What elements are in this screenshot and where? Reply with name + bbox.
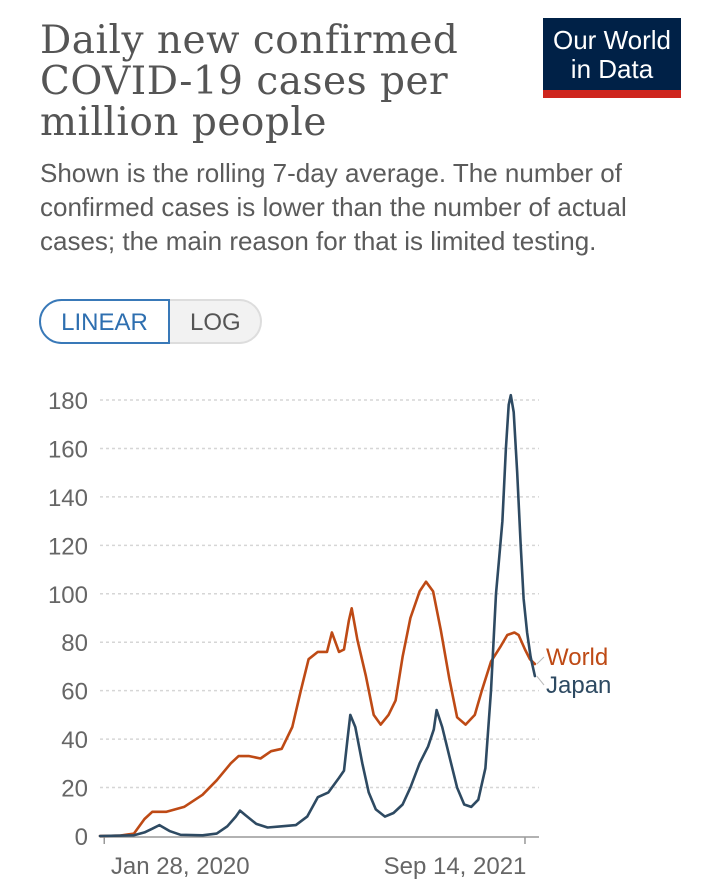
scale-toggle: LINEAR LOG (39, 299, 262, 344)
linear-scale-button[interactable]: LINEAR (39, 299, 170, 344)
line-chart: 0 20 40 60 80 100 120 140 160 180 Jan 28, 2020 Sep … (48, 388, 611, 880)
series-layer (98, 393, 537, 838)
logo-accent-bar (543, 90, 681, 98)
series-line-japan[interactable] (98, 393, 537, 838)
x-tick-label: Sep 14, 2021 (384, 853, 527, 880)
y-tick-label: 20 (61, 776, 88, 803)
axis-layer: 0 20 40 60 80 100 120 140 160 180 Jan 28, 2020 Sep … (48, 388, 539, 880)
chart-title: Daily new confirmed COVID-19 cases per m… (40, 18, 459, 145)
logo-line-2: in Data (570, 54, 654, 84)
legend-connector (536, 675, 545, 686)
log-scale-button[interactable]: LOG (170, 299, 262, 344)
y-tick-label: 40 (61, 727, 88, 754)
y-tick-label: 160 (48, 436, 88, 463)
owid-logo[interactable]: Our World in Data (543, 18, 681, 98)
legend-label-japan[interactable]: Japan (546, 672, 611, 699)
legend-label-world[interactable]: World (546, 644, 608, 671)
y-tick-label: 120 (48, 533, 88, 560)
y-tick-label: 60 (61, 679, 88, 706)
y-tick-label: 100 (48, 582, 88, 609)
series-line-world[interactable] (98, 580, 537, 838)
y-tick-label: 180 (48, 388, 88, 415)
y-tick-label: 80 (61, 630, 88, 657)
chart-subtitle: Shown is the rolling 7-day average. The … (40, 158, 627, 256)
logo-line-1: Our World (553, 25, 671, 55)
x-tick-label: Jan 28, 2020 (111, 853, 250, 880)
y-tick-label: 140 (48, 485, 88, 512)
y-tick-label: 0 (75, 824, 88, 851)
legend-connector (536, 656, 545, 665)
grid-layer (100, 399, 539, 789)
